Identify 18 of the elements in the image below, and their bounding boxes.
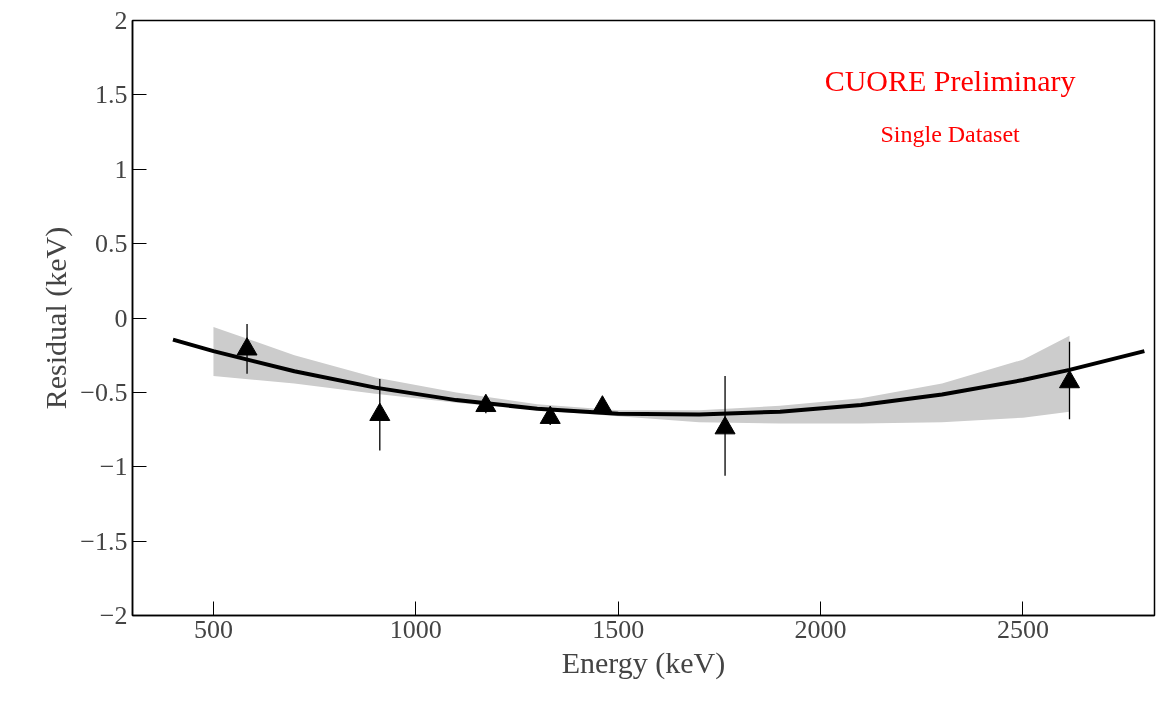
y-tick-label: 0 [114,303,128,333]
x-axis-title: Energy (keV) [561,645,726,680]
y-tick-label: 1.5 [95,80,128,110]
x-tick-label: 2000 [794,614,847,644]
x-tick-label: 2500 [996,614,1049,644]
y-axis-title: Residual (keV) [39,226,74,410]
y-tick-label: −0.5 [80,377,128,407]
x-tick-label: 1500 [592,614,645,644]
annotation: CUORE Preliminary [824,63,1076,97]
x-tick-label: 1000 [389,614,442,644]
y-tick-label: −2 [99,601,128,630]
y-tick-label: −1.5 [80,526,128,556]
y-tick-label: 1 [114,154,128,184]
annotation: Single Dataset [880,120,1021,147]
y-tick-label: 0.5 [95,229,128,259]
x-tick-label: 500 [193,614,233,644]
y-tick-label: −1 [99,452,128,482]
y-tick-label: 2 [114,6,128,35]
